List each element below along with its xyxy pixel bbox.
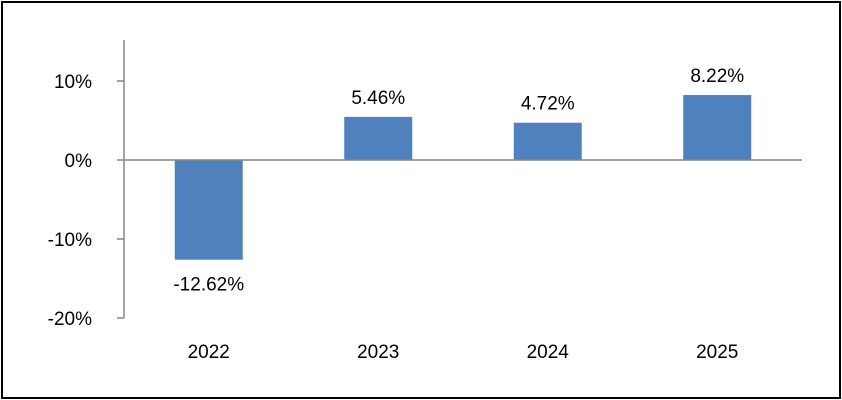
data-label-2022: -12.62% bbox=[173, 275, 244, 296]
bar-2024 bbox=[513, 122, 582, 160]
y-tick-label: -20% bbox=[48, 309, 92, 330]
data-label-2024: 4.72% bbox=[521, 94, 575, 115]
data-label-2023: 5.46% bbox=[351, 88, 405, 109]
x-tick-label-2024: 2024 bbox=[527, 342, 570, 363]
y-tick-label: 0% bbox=[65, 151, 93, 172]
x-tick-label-2025: 2025 bbox=[696, 342, 738, 363]
bar-2025 bbox=[683, 95, 752, 160]
y-tick-label: -10% bbox=[48, 230, 92, 251]
bars-group bbox=[174, 95, 752, 260]
data-label-2025: 8.22% bbox=[690, 66, 744, 87]
bar-2023 bbox=[344, 116, 413, 160]
labels-group: -12.62% 2022 5.46% 2023 4.72% 2024 8.22% 2025 10… bbox=[48, 66, 745, 363]
x-tick-label-2022: 2022 bbox=[188, 342, 230, 363]
y-tick-label: 10% bbox=[54, 72, 92, 93]
bar-2022 bbox=[174, 160, 243, 260]
x-tick-label-2023: 2023 bbox=[357, 342, 399, 363]
axes-group bbox=[117, 40, 802, 319]
